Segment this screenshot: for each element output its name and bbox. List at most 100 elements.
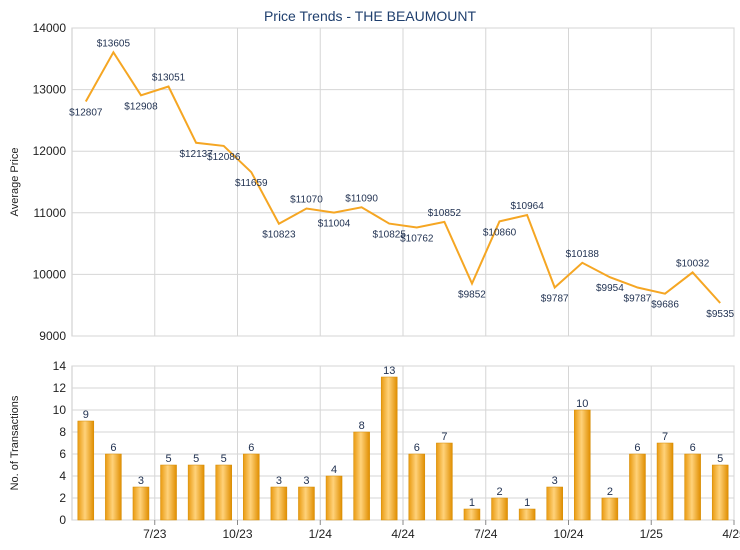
- chart-title: Price Trends - THE BEAUMOUNT: [264, 8, 477, 24]
- transactions-bar: [491, 497, 508, 521]
- transactions-x-tick-label: 7/23: [143, 527, 167, 541]
- price-y-tick-label: 14000: [33, 21, 67, 35]
- price-data-label: $10860: [483, 227, 517, 238]
- transactions-bar-label: 5: [717, 453, 723, 465]
- transactions-bar-label: 6: [690, 442, 696, 454]
- transactions-y-axis: 0 2 4 6 8 10 12 14: [53, 359, 67, 527]
- transactions-bar-label: 6: [634, 442, 640, 454]
- price-data-label: $9787: [541, 294, 569, 305]
- transactions-x-tick-label: 4/24: [391, 527, 415, 541]
- transactions-y-tick-label: 14: [53, 359, 67, 373]
- transactions-bar: [243, 453, 260, 521]
- transactions-bar-label: 8: [359, 420, 365, 432]
- transactions-bar: [436, 442, 453, 521]
- transactions-y-axis-title: No. of Transactions: [9, 395, 21, 490]
- transactions-bar: [574, 409, 591, 521]
- transactions-bar: [629, 453, 646, 521]
- transactions-bar: [711, 464, 729, 521]
- transactions-bar: [463, 508, 481, 521]
- transactions-bar: [353, 431, 370, 521]
- transactions-bar-label: 5: [165, 453, 171, 465]
- transactions-bar-label: 9: [83, 409, 89, 421]
- price-y-axis-title: Average Price: [9, 148, 21, 217]
- price-data-label: $11659: [235, 178, 268, 189]
- price-data-label: $10852: [428, 208, 462, 219]
- price-data-label: $10188: [566, 249, 600, 260]
- transactions-bar: [105, 453, 122, 521]
- price-data-label: $10762: [400, 233, 434, 244]
- transactions-bar: [160, 464, 177, 521]
- transactions-x-tick-label: 7/24: [474, 527, 498, 541]
- transactions-x-tick-label: 10/24: [553, 527, 583, 541]
- transactions-bar-label: 4: [331, 464, 337, 476]
- transactions-bar-label: 6: [248, 442, 254, 454]
- price-gridlines: [72, 27, 735, 337]
- price-data-label: $10964: [510, 201, 544, 212]
- transactions-bar-label: 7: [662, 431, 668, 443]
- price-y-tick-label: 11000: [34, 206, 67, 220]
- transactions-bar-label: 3: [552, 475, 558, 487]
- price-data-labels: $12807 $13605 $12908 $13051 $12137$12086 $116…: [69, 38, 734, 320]
- transactions-bar: [187, 464, 205, 521]
- price-data-label: $12807: [69, 107, 103, 118]
- price-data-label: $12137: [179, 149, 213, 160]
- transactions-x-axis: 7/23 10/23 1/24 4/24 7/24 10/24 1/25 4/25: [143, 520, 740, 541]
- transactions-y-tick-label: 12: [53, 381, 67, 395]
- price-y-tick-label: 13000: [33, 83, 67, 97]
- transactions-bar: [132, 486, 150, 521]
- price-data-label: $11090: [345, 193, 378, 204]
- transactions-bar-label: 5: [193, 453, 199, 465]
- transactions-y-tick-label: 0: [59, 513, 66, 527]
- transactions-bar-label: 5: [221, 453, 227, 465]
- transactions-bar-label: 6: [110, 442, 116, 454]
- transactions-y-tick-label: 6: [59, 447, 66, 461]
- transactions-bar: [380, 376, 398, 521]
- price-data-label: $13051: [152, 72, 186, 83]
- transactions-bar: [601, 497, 619, 521]
- price-data-label: $9852: [458, 290, 486, 301]
- price-y-axis: 9000 10000 11000 12000 13000 14000: [33, 21, 67, 343]
- price-series-line: [84, 50, 721, 304]
- price-data-label: $11070: [290, 194, 323, 205]
- transactions-bar-label: 3: [138, 475, 144, 487]
- transactions-bar: [546, 486, 563, 521]
- transactions-bar: [77, 420, 95, 521]
- transactions-bar-label: 3: [276, 475, 282, 487]
- transactions-bar-label: 7: [441, 431, 447, 443]
- transactions-bar: [325, 475, 343, 521]
- transactions-bar-label: 3: [303, 475, 309, 487]
- transactions-bar-label: 10: [576, 398, 588, 410]
- price-data-label: $13605: [97, 38, 131, 49]
- price-y-tick-label: 10000: [33, 267, 67, 281]
- transactions-x-tick-label: 4/25: [722, 527, 740, 541]
- price-data-label: $9686: [651, 300, 679, 311]
- transactions-x-tick-label: 10/23: [222, 527, 252, 541]
- transactions-bar: [408, 453, 426, 521]
- transactions-x-tick-label: 1/24: [309, 527, 333, 541]
- transactions-bar-label: 1: [524, 497, 530, 509]
- transactions-bar: [270, 486, 288, 521]
- transactions-y-tick-label: 4: [59, 469, 66, 483]
- transactions-bar: [215, 464, 232, 521]
- transactions-bar: [656, 442, 674, 521]
- transactions-gridlines: [72, 365, 735, 521]
- transactions-y-tick-label: 8: [59, 425, 66, 439]
- transactions-bar: [518, 508, 536, 521]
- price-data-label: $12908: [124, 101, 158, 112]
- price-y-tick-label: 12000: [33, 144, 67, 158]
- transactions-y-tick-label: 10: [53, 403, 67, 417]
- price-data-label: $10823: [262, 230, 296, 241]
- price-data-label: $9787: [624, 294, 652, 305]
- transactions-bar: [298, 486, 315, 521]
- transactions-bar-label: 1: [469, 497, 475, 509]
- price-y-tick-label: 9000: [39, 329, 66, 343]
- transactions-bar-label: 2: [496, 486, 502, 498]
- price-data-label: $10825: [373, 230, 407, 241]
- transactions-y-tick-label: 2: [59, 491, 66, 505]
- price-data-label: $9535: [706, 309, 734, 320]
- price-data-label: $11004: [318, 219, 351, 230]
- price-data-label: $9954: [596, 283, 624, 294]
- transactions-bar: [684, 453, 701, 521]
- transactions-bar-label: 6: [414, 442, 420, 454]
